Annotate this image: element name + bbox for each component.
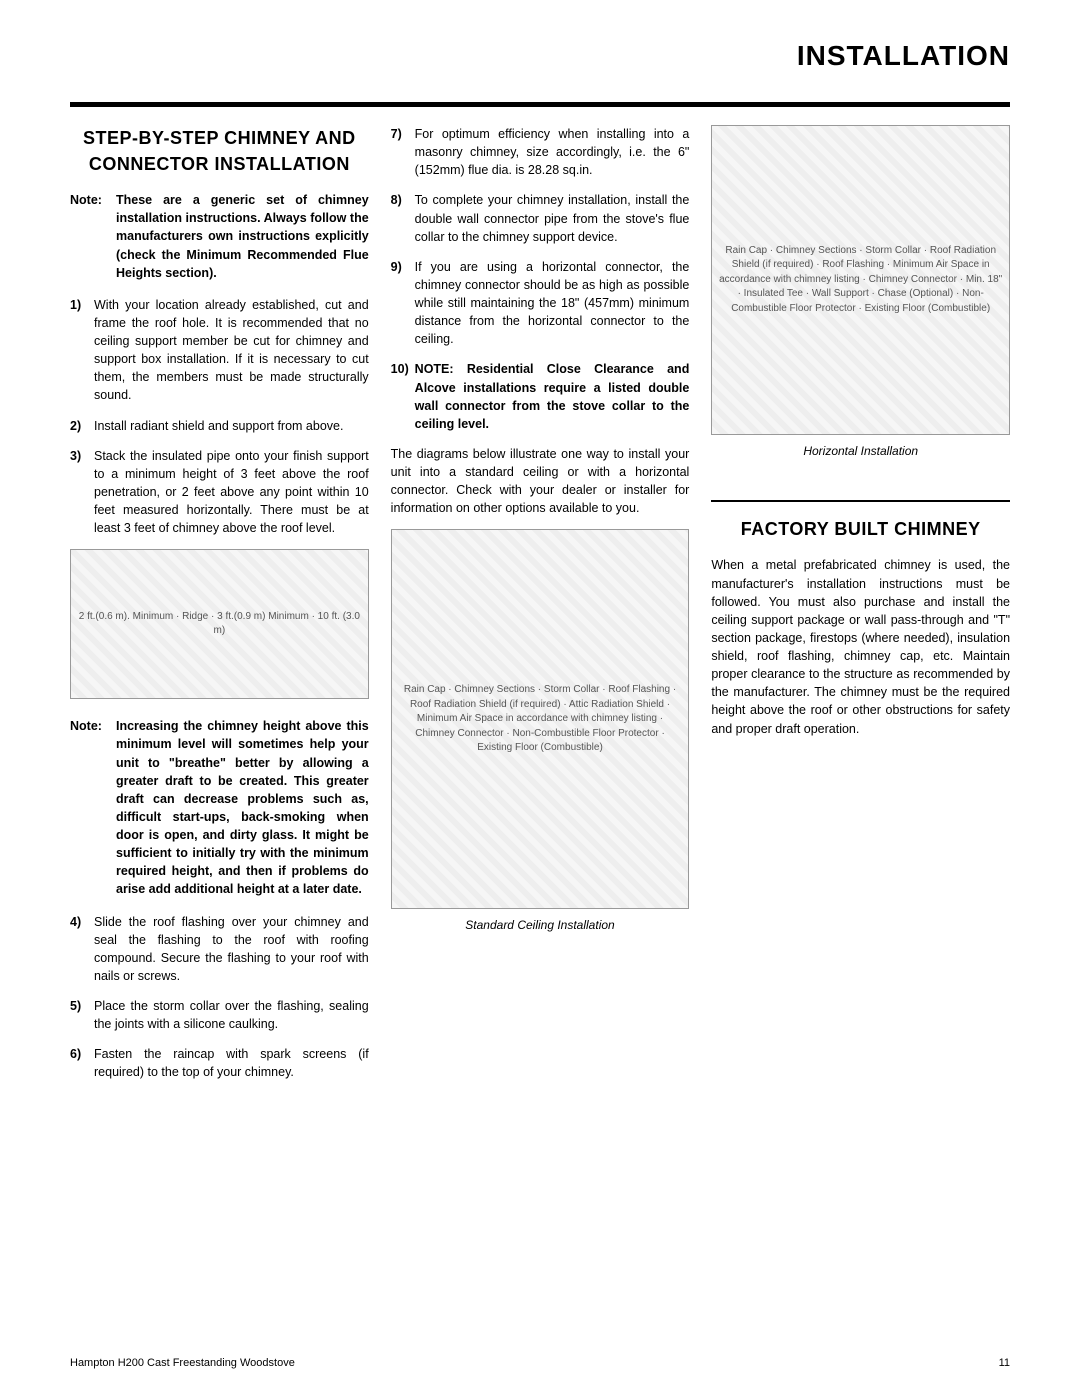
standard-ceiling-diagram: Rain Cap · Chimney Sections · Storm Coll… [391,529,690,909]
step-3: 3) Stack the insulated pipe onto your fi… [70,447,369,538]
content-columns: STEP-BY-STEP CHIMNEY AND CONNECTOR INSTA… [70,125,1010,1094]
section-heading-factory-chimney: FACTORY BUILT CHIMNEY [711,516,1010,542]
step-4: 4) Slide the roof flashing over your chi… [70,913,369,986]
column-3: Rain Cap · Chimney Sections · Storm Coll… [711,125,1010,1094]
diagram-labels: Rain Cap · Chimney Sections · Storm Coll… [718,244,1003,317]
horizontal-install-diagram: Rain Cap · Chimney Sections · Storm Coll… [711,125,1010,435]
factory-chimney-body: When a metal prefabricated chimney is us… [711,556,1010,737]
horizontal-install-caption: Horizontal Installation [711,443,1010,460]
step-text: Stack the insulated pipe onto your finis… [94,447,369,538]
page-footer: Hampton H200 Cast Freestanding Woodstove… [70,1357,1010,1369]
column-2: 7) For optimum efficiency when installin… [391,125,690,1094]
step-text: For optimum efficiency when installing i… [415,125,690,179]
step-text: Fasten the raincap with spark screens (i… [94,1045,369,1081]
step-number: 7) [391,125,415,179]
step-number: 3) [70,447,94,538]
step-text: Slide the roof flashing over your chimne… [94,913,369,986]
section-divider [711,500,1010,502]
step-number: 9) [391,258,415,349]
step-5: 5) Place the storm collar over the flash… [70,997,369,1033]
step-number: 2) [70,417,94,435]
step-text: Install radiant shield and support from … [94,417,369,435]
step-6: 6) Fasten the raincap with spark screens… [70,1045,369,1081]
step-2: 2) Install radiant shield and support fr… [70,417,369,435]
footer-product-name: Hampton H200 Cast Freestanding Woodstove [70,1357,295,1369]
step-text: To complete your chimney installation, i… [415,191,690,245]
step-10: 10) NOTE: Residential Close Clearance an… [391,360,690,433]
step-text: With your location already established, … [94,296,369,405]
step-text: NOTE: Residential Close Clearance and Al… [415,360,690,433]
step-number: 8) [391,191,415,245]
diagrams-intro: The diagrams below illustrate one way to… [391,445,690,518]
column-1: STEP-BY-STEP CHIMNEY AND CONNECTOR INSTA… [70,125,369,1094]
page-title: INSTALLATION [70,40,1010,72]
step-number: 1) [70,296,94,405]
note-body: These are a generic set of chimney insta… [116,191,369,282]
step-number: 5) [70,997,94,1033]
step-7: 7) For optimum efficiency when installin… [391,125,690,179]
diagram-labels: Rain Cap · Chimney Sections · Storm Coll… [398,683,683,756]
standard-ceiling-caption: Standard Ceiling Installation [391,917,690,934]
step-1: 1) With your location already establishe… [70,296,369,405]
note-label: Note: [70,717,116,898]
note-body: Increasing the chimney height above this… [116,717,369,898]
footer-page-number: 11 [999,1357,1010,1369]
step-bold: NOTE: Residential Close Clearance and Al… [415,362,690,430]
step-text: Place the storm collar over the flashing… [94,997,369,1033]
step-text: If you are using a horizontal connector,… [415,258,690,349]
step-number: 10) [391,360,415,433]
horizontal-rule [70,102,1010,107]
note-1: Note: These are a generic set of chimney… [70,191,369,282]
step-9: 9) If you are using a horizontal connect… [391,258,690,349]
step-8: 8) To complete your chimney installation… [391,191,690,245]
diagram-labels: 2 ft.(0.6 m). Minimum · Ridge · 3 ft.(0.… [77,610,362,639]
roof-height-diagram: 2 ft.(0.6 m). Minimum · Ridge · 3 ft.(0.… [70,549,369,699]
step-number: 6) [70,1045,94,1081]
note-2: Note: Increasing the chimney height abov… [70,717,369,898]
step-number: 4) [70,913,94,986]
note-label: Note: [70,191,116,282]
section-heading-step-by-step: STEP-BY-STEP CHIMNEY AND CONNECTOR INSTA… [70,125,369,177]
